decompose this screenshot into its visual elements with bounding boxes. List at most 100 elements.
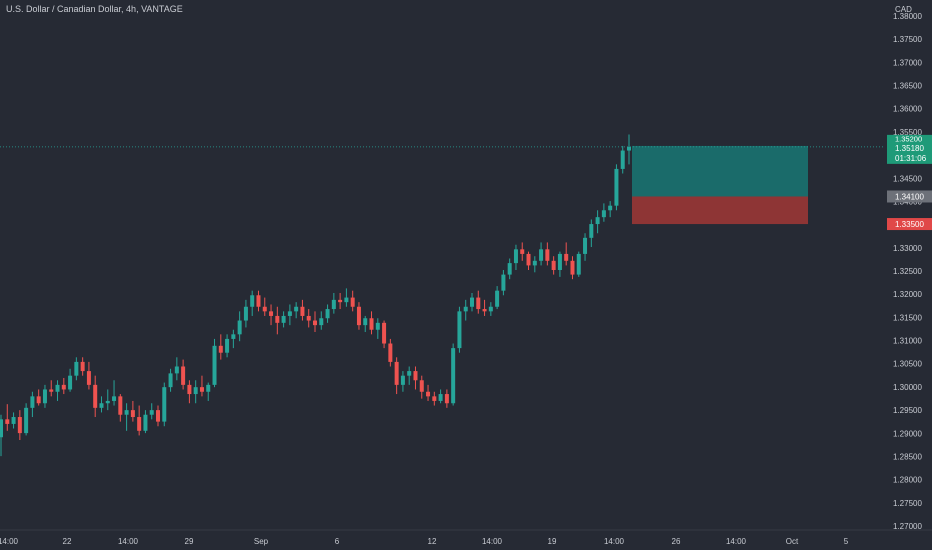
candle [545,242,550,266]
candle [49,380,54,397]
candle-body [614,168,619,206]
candle [451,343,456,406]
time-axis-label: 29 [185,537,194,546]
candle-body [187,384,192,395]
candle-body [61,384,66,390]
candle-body [526,253,531,266]
candle-body [55,384,60,392]
candle-body [256,295,261,307]
candle [187,380,192,404]
candle-body [407,371,412,376]
candle-body [375,322,380,330]
candle [294,302,299,319]
candle-body [532,260,537,266]
candle-body [457,311,462,349]
candle-body [49,389,54,392]
candle [570,256,575,280]
price-axis-label: 1.28000 [893,476,922,485]
candle-body [432,396,437,401]
candle-body [74,361,79,376]
candle [206,382,211,401]
candle [137,405,142,436]
candle-body [124,410,129,415]
candle-body [470,297,474,307]
candle-body [105,400,110,404]
candle [118,394,123,422]
candle-body [413,371,418,381]
candle [105,389,110,411]
candle [589,219,594,248]
candle-body [344,297,349,303]
candle [0,414,3,457]
candle-body [507,263,512,275]
candle [576,251,581,277]
candle [419,375,424,399]
partial-price-tag [887,134,932,143]
candle [80,357,85,376]
candle-body [218,345,223,353]
candle [595,210,600,234]
candle-body [426,391,431,397]
candle-body [620,150,625,169]
candle-body [369,318,374,330]
candle [495,286,500,310]
candle-body [576,253,581,275]
candle-body [174,366,179,374]
candle [17,410,22,440]
candle [313,311,317,333]
candle [225,334,230,358]
candle [388,338,393,367]
price-axis-label: 1.31000 [893,337,922,346]
candle-body [262,306,267,312]
price-axis-label: 1.32500 [893,267,922,276]
candle-body [237,320,242,335]
candle [457,306,462,353]
stop-price-text: 1.33500 [895,220,924,229]
candle [250,290,255,316]
symbol-title[interactable]: U.S. Dollar / Canadian Dollar, 4h, VANTA… [6,4,183,14]
candle-body [294,306,299,312]
candle [193,380,198,404]
candle-body [570,260,575,275]
candle-body [93,384,98,408]
candle-body [419,380,424,392]
candle-body [356,306,361,326]
price-axis-label: 1.30500 [893,360,922,369]
candle-body [325,309,330,319]
entry-price-text: 1.34100 [895,192,924,201]
price-axis-label: 1.32000 [893,290,922,299]
candle [557,251,562,277]
candle [86,361,91,390]
candle [269,304,274,326]
candle [24,403,29,436]
price-axis-label: 1.37500 [893,35,922,44]
entry-price-tag [887,190,932,203]
candle [520,242,525,261]
candle-body [287,311,292,316]
candle [181,359,186,390]
candle-body [99,403,104,408]
candle [306,309,311,328]
price-axis-label: 1.30000 [893,383,922,392]
candle-body [206,384,211,392]
candle [350,290,355,312]
candle [400,371,405,392]
candle-body [545,249,550,261]
candle-body [36,396,41,404]
price-axis-label: 1.36000 [893,105,922,114]
candle-body [275,315,280,323]
candle [444,389,449,408]
candle-body [137,417,142,431]
candle [482,299,487,316]
candle-body [476,297,481,310]
candle-body [501,274,506,291]
candle-body [382,322,387,344]
candle-body [513,249,518,264]
candle-body [281,315,286,323]
candle-body [225,338,230,353]
currency-label: CAD [895,5,912,14]
candle-body [488,306,493,312]
candle [583,233,588,261]
